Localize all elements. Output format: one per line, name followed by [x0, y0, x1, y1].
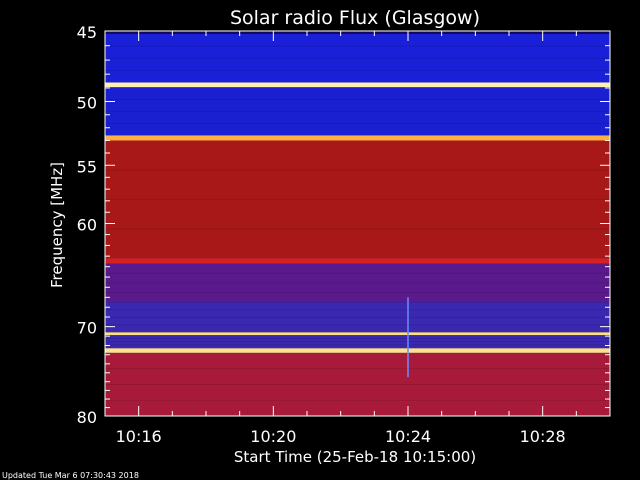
spectrogram-band: [105, 87, 610, 136]
y-tick-label: 45: [77, 23, 97, 42]
spectrogram-band: [105, 332, 610, 336]
y-tick-label: 50: [77, 94, 97, 113]
spectrogram-band: [105, 140, 610, 259]
y-tick-label: 70: [77, 319, 97, 338]
spectrogram-band: [105, 33, 610, 83]
spectrogram-band: [105, 348, 610, 353]
x-tick-label: 10:24: [385, 427, 431, 446]
x-axis-ticks: 10:16 10:20 10:24 10:28: [104, 31, 611, 446]
x-tick-label: 10:16: [116, 427, 162, 446]
spectrogram-band: [105, 82, 610, 88]
y-tick-label: 80: [77, 408, 97, 427]
updated-timestamp: Updated Tue Mar 6 07:30:43 2018: [2, 471, 139, 480]
chart-title: Solar radio Flux (Glasgow): [230, 7, 480, 29]
x-tick-label: 10:28: [520, 427, 566, 446]
y-tick-label: 55: [77, 157, 97, 176]
spectrogram-band: [105, 302, 610, 333]
y-tick-label: 60: [77, 216, 97, 235]
x-tick-label: 10:20: [250, 427, 296, 446]
spectrogram-band: [105, 335, 610, 349]
y-axis-ticks: 45 50 55 60 70 80: [77, 23, 610, 427]
spectrogram-band: [105, 135, 610, 141]
spectrogram-band: [105, 263, 610, 303]
y-axis-label: Frequency [MHz]: [48, 162, 66, 288]
spectrogram-bands: [105, 33, 610, 416]
spectrogram-band: [105, 258, 610, 264]
x-axis-label: Start Time (25-Feb-18 10:15:00): [234, 448, 476, 466]
spectrogram-band: [105, 352, 610, 416]
